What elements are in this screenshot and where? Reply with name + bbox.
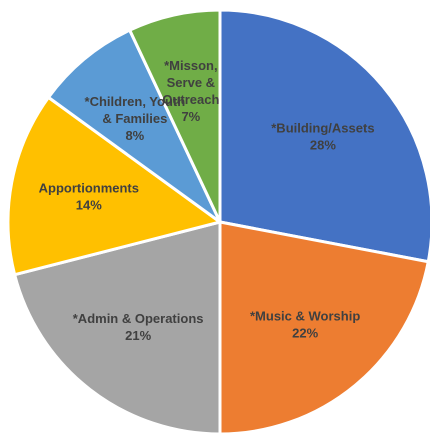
slice-category: Outreach	[162, 92, 219, 107]
slice-percent: 14%	[76, 197, 102, 212]
data-label-admin-operations: *Admin & Operations 21%	[73, 311, 204, 343]
data-label-building-assets: *Building/Assets 28%	[271, 120, 374, 152]
slice-category: *Admin & Operations	[73, 311, 204, 326]
data-label-music-worship: *Music & Worship 22%	[250, 308, 360, 340]
labels-layer: *Building/Assets 28% *Music & Worship 22% *A…	[39, 58, 375, 343]
slice-category: Apportionments	[39, 180, 139, 195]
slices-layer	[6, 8, 430, 433]
slice-percent: 7%	[181, 109, 200, 124]
slice-category: *Music & Worship	[250, 308, 360, 323]
slice-percent: 22%	[292, 325, 318, 340]
slice-category: Serve &	[167, 75, 215, 90]
pie-slice-misson-serve-outreach	[127, 8, 222, 223]
data-label-apportionments: Apportionments 14%	[39, 180, 139, 212]
slice-category: *Children, Youth	[85, 94, 186, 109]
data-label-misson-serve-outreach: *Misson, Serve & Outreach 7%	[162, 58, 219, 124]
pie-slice-music-worship	[218, 220, 430, 433]
slice-percent: 28%	[310, 137, 336, 152]
data-label-children-youth-families: *Children, Youth & Families 8%	[85, 94, 186, 143]
slice-category: *Misson,	[164, 58, 217, 73]
pie-slice-apportionments	[6, 95, 224, 277]
slice-category: & Families	[102, 111, 167, 126]
pie-slice-building-assets	[218, 8, 430, 264]
pie-slice-children-youth-families	[46, 28, 222, 224]
slice-category: *Building/Assets	[271, 120, 374, 135]
pie-slice-admin-operations	[12, 220, 222, 433]
slice-percent: 21%	[125, 328, 151, 343]
slice-percent: 8%	[125, 128, 144, 143]
